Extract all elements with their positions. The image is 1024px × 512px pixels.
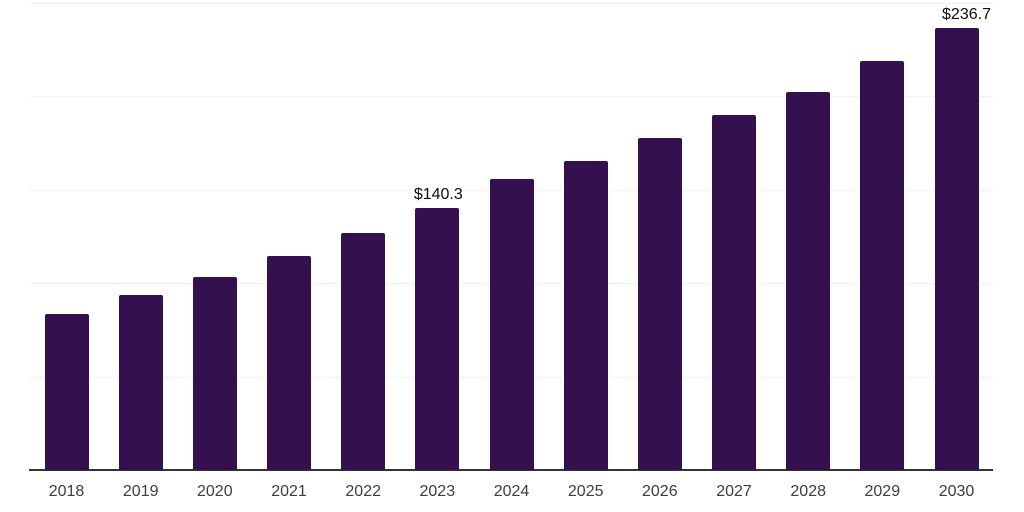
x-axis-line <box>29 469 993 471</box>
bar-2022 <box>341 233 386 470</box>
gridline-250 <box>29 3 993 4</box>
bar-2028 <box>786 92 831 470</box>
x-tick-label-2029: 2029 <box>864 483 901 500</box>
x-tick-label-2019: 2019 <box>122 483 159 500</box>
bar-2021 <box>267 255 311 470</box>
bar-2030 <box>934 27 979 470</box>
x-tick-label-2027: 2027 <box>716 483 752 500</box>
x-tick-label-2021: 2021 <box>271 483 307 500</box>
bar-2025 <box>563 160 608 470</box>
bar-2020 <box>192 276 237 470</box>
data-label-2023: $140.3 <box>413 185 463 203</box>
bar-2029 <box>860 61 905 470</box>
x-tick-label-2020: 2020 <box>197 483 233 500</box>
x-tick-label-2026: 2026 <box>642 483 678 500</box>
data-label-2030: $236.7 <box>942 5 991 23</box>
x-tick-label-2025: 2025 <box>567 483 604 500</box>
x-tick-label-2018: 2018 <box>48 483 85 500</box>
x-tick-label-2022: 2022 <box>345 483 381 500</box>
x-tick-label-2028: 2028 <box>790 483 826 500</box>
x-tick-label-2023: 2023 <box>419 483 456 500</box>
bar-2024 <box>489 179 534 470</box>
gridline-200 <box>29 96 993 97</box>
bar-2027 <box>712 115 756 470</box>
x-tick-label-2030: 2030 <box>938 483 975 500</box>
bar-2023 <box>415 207 460 470</box>
bar-2026 <box>637 137 682 470</box>
x-tick-label-2024: 2024 <box>493 483 530 500</box>
bar-2018 <box>44 314 89 470</box>
bar-2019 <box>118 295 163 470</box>
